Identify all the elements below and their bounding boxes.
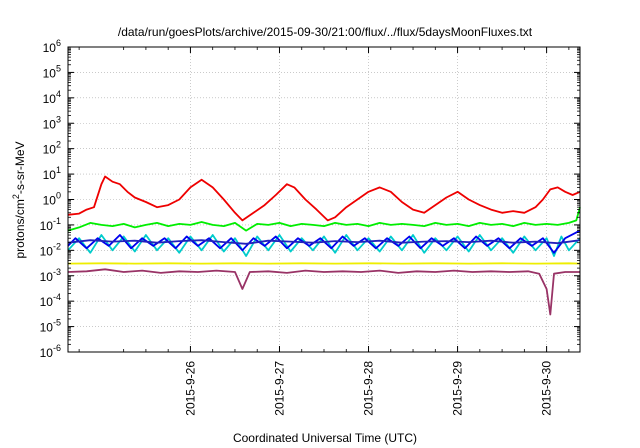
- y-tick-label-exp: -6: [53, 343, 61, 353]
- y-tick-label-exp: 2: [56, 140, 61, 150]
- x-tick-label: 2015-9-30: [540, 361, 554, 416]
- y-tick-label-base: 10: [40, 219, 54, 233]
- y-tick-label-base: 10: [43, 92, 57, 106]
- x-tick-label: 2015-9-26: [183, 361, 197, 416]
- y-tick-label: 106: [43, 38, 61, 55]
- y-tick-label-base: 10: [43, 168, 57, 182]
- y-tick-label-exp: -1: [53, 216, 61, 226]
- y-tick-label-base: 10: [43, 194, 57, 208]
- y-tick-label-base: 10: [40, 295, 54, 309]
- y-tick-label-exp: 4: [56, 89, 61, 99]
- y-tick-label-exp: -5: [53, 318, 61, 328]
- grid-lines: [68, 47, 580, 352]
- y-tick-label-base: 10: [43, 117, 57, 131]
- series-line-7: [67, 268, 580, 316]
- y-tick-label-base: 10: [43, 143, 57, 157]
- x-axis-ticks: 2015-9-26 2015-9-27 2015-9-28 2015-9-29 2015…: [78, 47, 570, 416]
- y-tick-label-exp: -2: [53, 241, 61, 251]
- y-tick-label: 10-5: [40, 318, 61, 335]
- y-tick-label: 10-6: [40, 343, 61, 360]
- y-tick-label: 10-2: [40, 241, 61, 258]
- y-tick-label-base: 10: [40, 321, 54, 335]
- y-axis-label-post: -s-sr-MeV: [13, 141, 27, 194]
- series-line-2: [67, 206, 581, 232]
- series-line-3: [67, 234, 581, 257]
- series-line-4: [67, 229, 581, 254]
- x-tick-label: 2015-9-29: [451, 361, 465, 416]
- y-tick-label-base: 10: [43, 66, 57, 80]
- y-tick-label-exp: -3: [53, 267, 61, 277]
- y-tick-label-base: 10: [40, 244, 54, 258]
- y-tick-label-base: 10: [40, 346, 54, 360]
- chart-title: /data/run/goesPlots/archive/2015-09-30/2…: [118, 25, 533, 39]
- y-tick-label: 102: [43, 140, 61, 157]
- y-tick-label-exp: 6: [56, 38, 61, 48]
- y-tick-label: 101: [43, 165, 61, 182]
- series-line-1: [67, 175, 581, 222]
- y-tick-label-exp: 5: [56, 63, 61, 73]
- y-tick-label: 10-4: [40, 292, 61, 309]
- y-tick-label: 103: [43, 114, 61, 131]
- y-tick-label: 104: [43, 89, 61, 106]
- y-tick-label: 10-1: [40, 216, 61, 233]
- y-tick-label-exp: -4: [53, 292, 61, 302]
- y-tick-label-exp: 1: [56, 165, 61, 175]
- y-tick-label-exp: 0: [56, 191, 61, 201]
- y-tick-label: 10-3: [40, 267, 61, 284]
- y-tick-label-base: 10: [43, 41, 57, 55]
- data-series: [67, 175, 581, 316]
- y-tick-label: 105: [43, 63, 61, 80]
- series-line-5: [67, 239, 581, 245]
- y-axis-label-pre: protons/cm: [13, 199, 27, 258]
- y-tick-label: 100: [43, 191, 61, 208]
- y-axis-ticks: 10-610-510-410-310-210-11001011021031041…: [40, 38, 580, 360]
- y-axis-label-sup: 2: [11, 194, 21, 199]
- x-tick-label: 2015-9-27: [272, 361, 286, 416]
- y-tick-label-exp: 3: [56, 114, 61, 124]
- y-tick-label-base: 10: [40, 270, 54, 284]
- y-axis-label: protons/cm2-s-sr-MeV: [11, 141, 27, 258]
- x-axis-label: Coordinated Universal Time (UTC): [233, 431, 417, 445]
- x-tick-label: 2015-9-28: [362, 361, 376, 416]
